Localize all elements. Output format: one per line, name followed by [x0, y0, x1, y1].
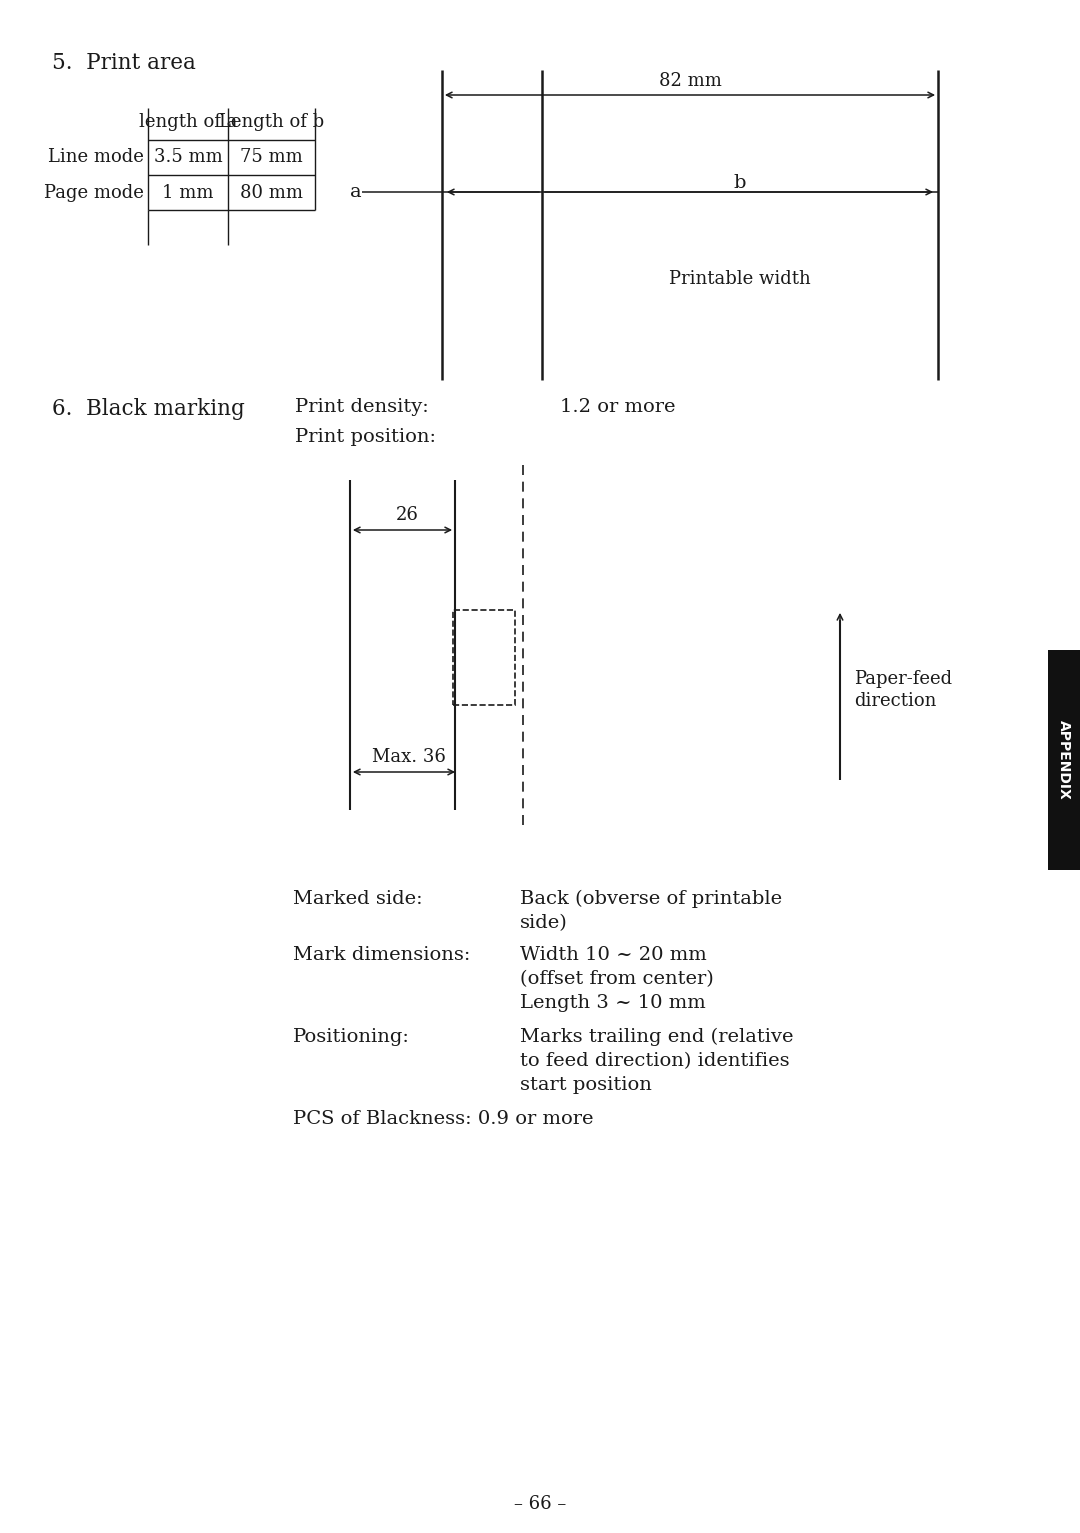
Text: (offset from center): (offset from center) [519, 970, 714, 987]
Text: a: a [350, 182, 362, 201]
Text: Mark dimensions:: Mark dimensions: [293, 946, 471, 964]
Text: 75 mm: 75 mm [240, 149, 302, 167]
Text: Marked side:: Marked side: [293, 891, 422, 908]
Text: 1.2 or more: 1.2 or more [561, 399, 675, 415]
Text: Width 10 ~ 20 mm: Width 10 ~ 20 mm [519, 946, 706, 964]
Text: Print position:: Print position: [295, 428, 436, 446]
Text: 26: 26 [396, 506, 419, 524]
Text: Back (obverse of printable: Back (obverse of printable [519, 891, 782, 908]
Text: Length of b: Length of b [219, 113, 324, 130]
Bar [1048, 650, 1080, 871]
Text: side): side) [519, 914, 568, 932]
Text: 3.5 mm: 3.5 mm [153, 149, 222, 167]
Bar [453, 610, 515, 705]
Text: Paper-feed: Paper-feed [854, 670, 953, 688]
Text: b: b [733, 175, 746, 192]
Text: Print density:: Print density: [295, 399, 429, 415]
Text: APPENDIX: APPENDIX [1057, 721, 1071, 800]
Text: to feed direction) identifies: to feed direction) identifies [519, 1052, 789, 1070]
Text: Max. 36: Max. 36 [373, 748, 446, 766]
Text: Marks trailing end (relative: Marks trailing end (relative [519, 1029, 794, 1046]
Text: Printable width: Printable width [670, 270, 811, 288]
Text: 6.  Black marking: 6. Black marking [52, 399, 245, 420]
Text: Positioning:: Positioning: [293, 1029, 410, 1046]
Text: direction: direction [854, 691, 936, 710]
Text: Line mode: Line mode [49, 149, 144, 167]
Text: – 66 –: – 66 – [514, 1495, 566, 1513]
Text: start position: start position [519, 1076, 652, 1095]
Text: 1 mm: 1 mm [162, 184, 214, 201]
Text: length of a: length of a [139, 113, 238, 130]
Text: PCS of Blackness: 0.9 or more: PCS of Blackness: 0.9 or more [293, 1110, 594, 1128]
Text: 82 mm: 82 mm [659, 72, 721, 90]
Text: 80 mm: 80 mm [240, 184, 303, 201]
Text: 5.  Print area: 5. Print area [52, 52, 195, 74]
Text: Page mode: Page mode [44, 184, 144, 201]
Text: Length 3 ~ 10 mm: Length 3 ~ 10 mm [519, 993, 705, 1012]
